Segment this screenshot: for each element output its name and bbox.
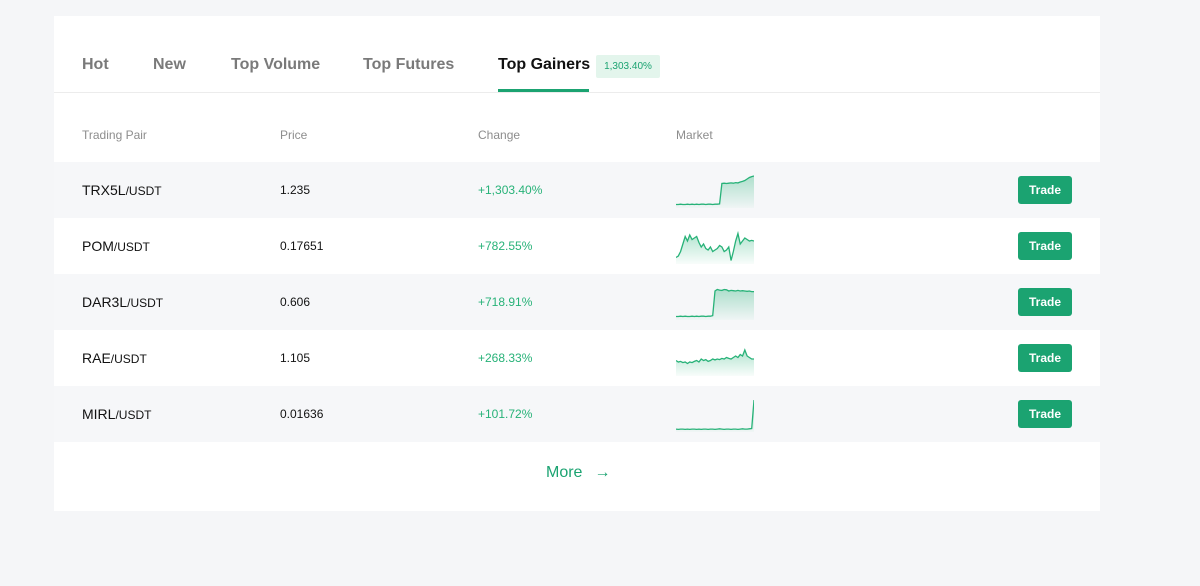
table-row[interactable]: DAR3L/USDT 0.606 +718.91% Trade [54,274,1100,330]
table-row[interactable]: RAE/USDT 1.105 +268.33% Trade [54,330,1100,386]
column-header-trading-pair: Trading Pair [82,128,147,142]
sparkline-line [676,175,754,206]
table-row[interactable]: MIRL/USDT 0.01636 +101.72% Trade [54,386,1100,442]
trading-pair: RAE/USDT [82,330,147,386]
sparkline-area [676,176,754,208]
sparkline-area [676,350,754,376]
base-asset: RAE [82,350,111,366]
sparkline-area [676,233,754,264]
change-value: +782.55% [478,239,533,253]
trading-pair: DAR3L/USDT [82,274,163,330]
price-value: 0.606 [280,295,311,309]
top-gainers-badge: 1,303.40% [596,55,660,78]
sparkline-line [676,348,754,365]
change-value: +1,303.40% [478,183,543,197]
quote-asset: /USDT [115,408,152,422]
arrow-right-icon: → [594,464,611,481]
trade-button[interactable]: Trade [1018,288,1072,316]
trade-button[interactable]: Trade [1018,232,1072,260]
market-sparkline [676,175,754,208]
table-row[interactable]: TRX5L/USDT 1.235 +1,303.40% Trade [54,162,1100,218]
sparkline-line [676,230,754,261]
tab-top-futures[interactable]: Top Futures [363,56,455,73]
trade-button[interactable]: Trade [1018,400,1072,428]
base-asset: TRX5L [82,182,126,198]
tab-hot[interactable]: Hot [82,56,109,73]
quote-asset: /USDT [113,240,150,254]
quote-asset: /USDT [127,296,164,310]
tab-top-gainers[interactable]: Top Gainers [498,56,591,73]
base-asset: DAR3L [82,294,128,310]
sparkline-area [676,400,754,432]
price-value: 0.01636 [280,407,324,421]
change-value: +101.72% [478,407,533,421]
sparkline-line [676,288,754,318]
quote-asset: /USDT [125,184,162,198]
price-value: 1.235 [280,183,311,197]
sparkline-line [676,399,754,431]
market-sparkline [676,399,754,432]
trading-pair: MIRL/USDT [82,386,151,442]
active-tab-underline [498,89,589,92]
quote-asset: /USDT [110,352,147,366]
trading-pair: TRX5L/USDT [82,162,162,218]
trading-pair: POM/USDT [82,218,150,274]
column-header-market: Market [676,128,713,142]
tab-new[interactable]: New [153,56,186,73]
base-asset: MIRL [82,406,116,422]
column-header-price: Price [280,128,308,142]
trade-button[interactable]: Trade [1018,176,1072,204]
base-asset: POM [82,238,114,254]
price-value: 0.17651 [280,239,324,253]
table-row[interactable]: POM/USDT 0.17651 +782.55% Trade [54,218,1100,274]
tab-top-volume[interactable]: Top Volume [231,56,321,73]
market-tabs: Hot New Top Volume Top Futures Top Gaine… [54,16,1100,93]
column-header-change: Change [478,128,521,142]
change-value: +268.33% [478,351,533,365]
market-sparkline [676,288,754,320]
market-sparkline [676,230,754,264]
trade-button[interactable]: Trade [1018,344,1072,372]
more-label: More [546,464,583,481]
market-sparkline [676,348,754,376]
sparkline-area [676,289,754,320]
markets-card: Hot New Top Volume Top Futures Top Gaine… [54,16,1100,511]
change-value: +718.91% [478,295,533,309]
more-link[interactable]: More → [546,464,610,482]
price-value: 1.105 [280,351,311,365]
